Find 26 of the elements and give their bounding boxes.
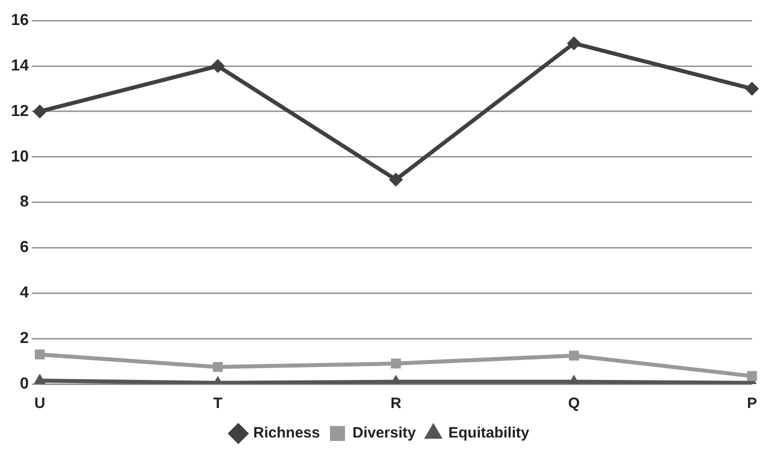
point: [747, 371, 757, 381]
x-tick-label: T: [213, 395, 222, 412]
point: [34, 350, 45, 360]
point: [388, 172, 403, 187]
x-tick-label: P: [746, 395, 758, 412]
point: [212, 362, 223, 372]
point: [210, 59, 225, 74]
x-tick-label: R: [390, 395, 402, 412]
legend-label: Equitability: [448, 424, 530, 442]
legend-label: Richness: [253, 424, 320, 442]
y-tick-label: 12: [11, 102, 29, 120]
y-tick-label: 8: [20, 194, 29, 211]
legend-label: Diversity: [352, 424, 417, 442]
y-tick-label: 6: [20, 239, 29, 256]
y-tick-label: 14: [11, 57, 29, 74]
y-tick-label: 4: [20, 284, 29, 302]
x-tick-label: U: [34, 395, 46, 412]
point: [569, 350, 579, 361]
point: [390, 358, 401, 369]
x-tick-label: Q: [568, 395, 580, 412]
point: [745, 82, 759, 96]
y-tick-label: 0: [20, 375, 29, 392]
y-tick-label: 16: [11, 12, 29, 30]
y-tick-label: 10: [11, 148, 29, 166]
point: [566, 36, 581, 50]
y-tick-label: 2: [20, 330, 29, 347]
